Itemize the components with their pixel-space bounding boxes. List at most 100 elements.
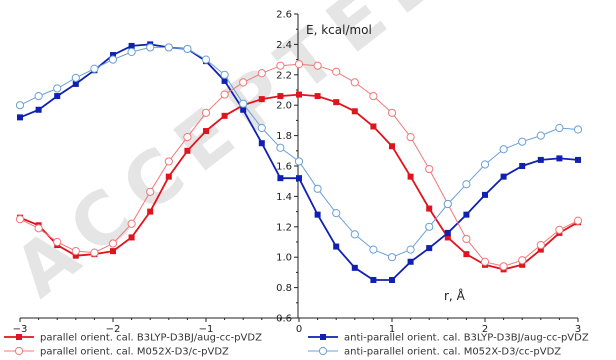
data-point	[314, 211, 321, 218]
data-point	[239, 78, 248, 87]
y-tick-label: 1.4	[276, 192, 292, 203]
data-point	[164, 157, 173, 166]
data-point	[183, 44, 192, 54]
data-point	[146, 187, 155, 196]
y-tick-label: 1.6	[276, 162, 292, 173]
data-point	[183, 133, 192, 142]
legend-label: parallel orient. cal. B3LYP-D3BJ/aug-cc-…	[40, 333, 262, 344]
data-point	[350, 78, 359, 87]
data-point	[128, 234, 135, 241]
watermark-text: ACCEPTED	[0, 0, 471, 313]
data-point	[333, 243, 340, 250]
data-point	[164, 43, 173, 52]
watermark: ACCEPTED	[0, 0, 471, 313]
legend-label: anti-parallel orient. cal. M052X-D3/cc-p…	[344, 347, 561, 358]
data-point	[296, 175, 302, 182]
data-point	[221, 77, 228, 84]
data-point	[110, 52, 116, 59]
data-point	[444, 234, 451, 241]
data-point	[463, 251, 470, 258]
data-point	[480, 257, 490, 266]
data-point	[387, 253, 397, 262]
data-point	[146, 43, 155, 52]
data-point	[444, 229, 451, 236]
x-tick-label: −3	[13, 324, 28, 335]
data-point	[239, 99, 248, 108]
data-point	[389, 277, 395, 283]
data-point	[462, 234, 471, 244]
data-point	[536, 131, 545, 140]
data-point	[110, 248, 116, 255]
data-point	[518, 137, 527, 146]
data-point	[406, 133, 415, 142]
x-axis-title: r, Å	[444, 288, 466, 303]
x-tick-label: 3	[575, 324, 581, 335]
data-point	[370, 123, 377, 130]
y-tick-label: 1.0	[276, 253, 292, 264]
data-point	[519, 163, 526, 169]
x-tick-label: 2	[482, 324, 488, 335]
data-point	[555, 123, 564, 133]
data-point	[17, 114, 23, 121]
y-tick-label: 2.6	[276, 10, 292, 21]
y-axis-title: E, kcal/mol	[306, 23, 372, 37]
y-tick-label: 1.8	[276, 131, 292, 142]
data-point	[369, 91, 378, 101]
data-point	[71, 73, 80, 82]
axes: −3 −2 −1 0 1 2 3 0.6 0.8 1.0 1.2 1.4 1.6 1.8 2.0 2.2 2.4…	[13, 10, 582, 336]
x-tick-label: 0	[296, 324, 302, 335]
data-point	[53, 84, 62, 93]
data-point	[201, 55, 211, 64]
series-group	[15, 41, 583, 283]
data-point	[313, 184, 322, 193]
data-point	[406, 245, 415, 254]
legend-marker	[14, 346, 24, 356]
data-point	[332, 209, 341, 218]
data-point	[500, 173, 507, 180]
data-point	[35, 106, 42, 113]
data-point	[240, 106, 247, 113]
data-point	[257, 123, 266, 133]
data-point	[369, 245, 378, 254]
data-point	[108, 239, 118, 248]
legend-marker	[16, 334, 22, 340]
data-point	[147, 208, 154, 215]
x-tick-label: −2	[106, 324, 121, 335]
data-point	[573, 125, 583, 134]
data-point	[15, 101, 25, 110]
data-point	[480, 160, 490, 169]
data-point	[294, 157, 304, 166]
data-point	[277, 93, 284, 100]
legend-marker	[320, 334, 326, 340]
legend-label: anti-parallel orient. cal. B3LYP-D3BJ/au…	[344, 333, 589, 344]
data-point	[296, 91, 302, 98]
data-point	[537, 246, 544, 253]
y-tick-label: 0.6	[276, 314, 292, 325]
data-point	[71, 247, 80, 256]
data-point	[536, 240, 545, 250]
data-point	[462, 180, 471, 189]
data-point	[370, 277, 377, 283]
data-point	[556, 155, 563, 162]
data-point	[519, 261, 526, 268]
data-point	[258, 96, 265, 103]
data-point	[257, 69, 266, 78]
data-point	[54, 93, 61, 100]
data-point	[127, 219, 136, 228]
y-tick-label: 2.2	[276, 70, 292, 81]
data-point	[72, 252, 79, 259]
data-point	[90, 64, 99, 73]
legend-marker	[318, 346, 328, 356]
data-point	[333, 99, 340, 106]
data-point	[389, 143, 395, 150]
data-point	[499, 145, 508, 154]
data-point	[314, 93, 321, 100]
data-point	[127, 47, 136, 57]
data-point	[90, 248, 99, 257]
data-point	[518, 256, 527, 265]
data-point	[499, 262, 508, 271]
data-point	[350, 230, 359, 239]
data-point	[276, 143, 285, 152]
data-point	[277, 175, 284, 182]
data-point	[313, 61, 322, 70]
